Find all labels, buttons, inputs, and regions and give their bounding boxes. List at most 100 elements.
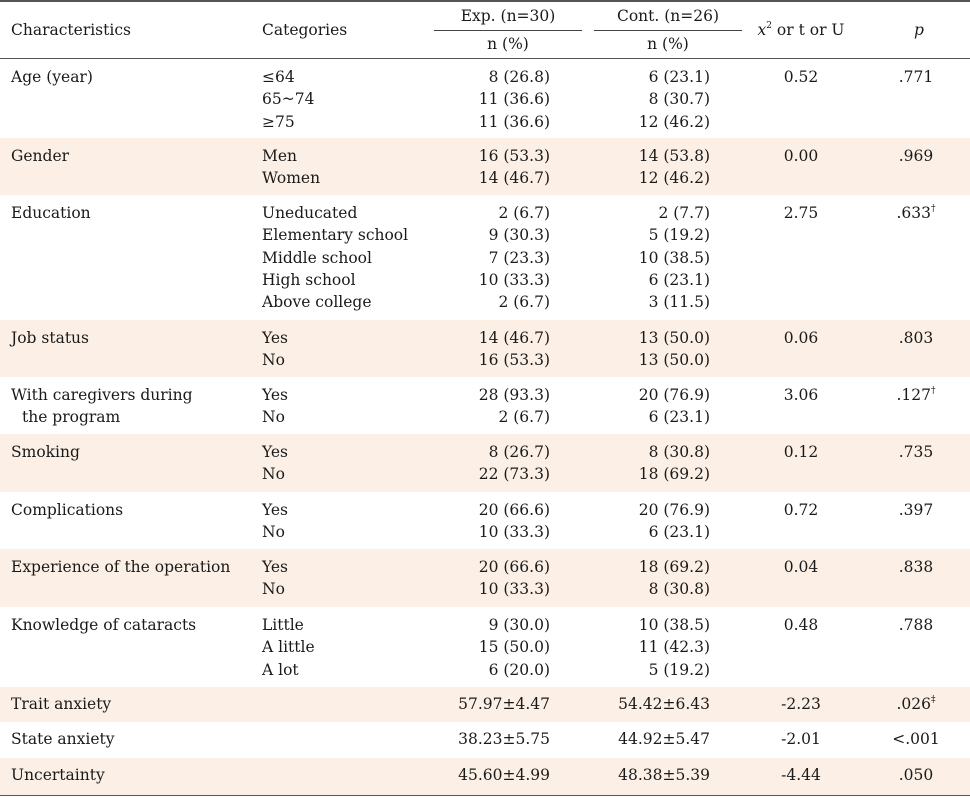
row-label: Experience of the operation — [11, 558, 231, 576]
statistic-cell: 0.52 — [783, 68, 819, 86]
statistic-cell: 0.06 — [783, 329, 819, 347]
category-cell: Elementary school — [262, 226, 409, 245]
cont-value-cell: 11 (42.3) — [638, 638, 710, 657]
exp-value-cell: 8 (26.8) — [488, 68, 550, 86]
p-value: .735 — [898, 443, 934, 461]
category-cell: No — [262, 523, 285, 542]
row-label: Uncertainty — [11, 766, 105, 784]
statistic-cell: -2.01 — [781, 730, 821, 748]
exp-value-cell: 20 (66.6) — [478, 558, 550, 576]
p-value: .633 — [896, 204, 931, 222]
exp-value-cell: 6 (20.0) — [488, 660, 550, 679]
col-header-cont: Cont. (n=26) — [616, 7, 720, 25]
p-value-cell: .735 — [870, 441, 962, 463]
p-value: .397 — [898, 501, 934, 519]
exp-subrule — [434, 30, 582, 31]
p-value-cell: .397 — [870, 499, 962, 521]
table-row: Age (year) ≤64 65~74 ≥75 8 (26.8) 11 (36.6) 11… — [0, 59, 970, 138]
category-cell: No — [262, 408, 285, 427]
table-row: State anxiety 38.23±5.75 44.92±5.47 -2.01 <.… — [0, 722, 970, 758]
exp-value-cell: 8 (26.7) — [488, 443, 550, 461]
cont-value-cell: 13 (50.0) — [638, 351, 710, 370]
p-value-cell: .969 — [870, 145, 962, 167]
category-cell: Uneducated — [262, 204, 358, 222]
cont-value-cell: 20 (76.9) — [638, 501, 710, 519]
p-value: .969 — [898, 147, 934, 165]
category-cell: 65~74 — [262, 90, 315, 109]
exp-value-cell: 11 (36.6) — [478, 90, 550, 109]
table-row: Job status Yes No 14 (46.7) 16 (53.3) 13 (50.… — [0, 320, 970, 377]
row-label: Complications — [11, 501, 124, 519]
exp-value-cell: 10 (33.3) — [478, 523, 550, 542]
p-value: .127 — [896, 386, 931, 404]
p-value-cell: .838 — [870, 556, 962, 578]
category-cell: Yes — [262, 443, 289, 461]
cont-value-cell: 48.38±5.39 — [618, 766, 710, 784]
category-cell: No — [262, 465, 285, 484]
category-cell: No — [262, 351, 285, 370]
exp-value-cell: 15 (50.0) — [478, 638, 550, 657]
row-label: Job status — [11, 329, 89, 347]
exp-value-cell: 20 (66.6) — [478, 501, 550, 519]
category-cell: ≥75 — [262, 112, 295, 131]
cont-value-cell: 8 (30.8) — [648, 443, 710, 461]
category-cell: Women — [262, 169, 321, 188]
cont-value-cell: 6 (23.1) — [648, 523, 710, 542]
cont-value-cell: 3 (11.5) — [648, 293, 710, 312]
p-value-cell: .803 — [870, 327, 962, 349]
exp-value-cell: 9 (30.0) — [488, 616, 550, 634]
cont-value-cell: 2 (7.7) — [658, 204, 710, 222]
cont-value-cell: 6 (23.1) — [648, 68, 710, 86]
table-row: Trait anxiety 57.97±4.47 54.42±6.43 -2.23 .0… — [0, 687, 970, 722]
cont-value-cell: 14 (53.8) — [638, 147, 710, 165]
footnote-mark: † — [931, 385, 936, 396]
exp-value-cell: 7 (23.3) — [488, 248, 550, 267]
row-label: Trait anxiety — [11, 695, 112, 713]
row-label: Knowledge of cataracts — [11, 616, 197, 634]
exp-value-cell: 9 (30.3) — [488, 226, 550, 245]
row-label-continued: the program — [22, 408, 121, 427]
statistic-cell: -2.23 — [781, 695, 821, 713]
table-row: Education Uneducated Elementary school Midd… — [0, 195, 970, 320]
p-value-cell: .788 — [870, 614, 962, 636]
cont-value-cell: 10 (38.5) — [638, 616, 710, 634]
p-value: .026 — [896, 695, 931, 713]
cont-value-cell: 8 (30.8) — [648, 580, 710, 599]
table-row: Smoking Yes No 8 (26.7) 22 (73.3) 8 (30.8) 18 … — [0, 434, 970, 492]
category-cell: Men — [262, 147, 298, 165]
exp-value-cell: 11 (36.6) — [478, 112, 550, 131]
header-row: Characteristics Categories Exp. (n=30) n… — [0, 2, 970, 58]
footnote-mark: ‡ — [931, 694, 936, 705]
p-value-cell: <.001 — [870, 728, 962, 750]
category-cell: Yes — [262, 386, 289, 404]
cont-value-cell: 20 (76.9) — [638, 386, 710, 404]
exp-value-cell: 38.23±5.75 — [458, 730, 550, 748]
cont-value-cell: 10 (38.5) — [638, 248, 710, 267]
col-header-exp-unit: n (%) — [487, 35, 529, 53]
header-rule — [0, 58, 970, 59]
p-value: .838 — [898, 558, 934, 576]
col-header-categories: Categories — [262, 21, 348, 39]
category-cell: Yes — [262, 558, 289, 576]
cont-value-cell: 54.42±6.43 — [618, 695, 710, 713]
p-value-cell: .127† — [870, 384, 962, 406]
statistic-cell: 0.04 — [783, 558, 819, 576]
category-cell: Above college — [262, 293, 372, 312]
exp-value-cell: 14 (46.7) — [478, 169, 550, 188]
cont-value-cell: 5 (19.2) — [648, 226, 710, 245]
exp-value-cell: 45.60±4.99 — [458, 766, 550, 784]
cont-value-cell: 12 (46.2) — [638, 169, 710, 188]
statistic-cell: 0.72 — [783, 501, 819, 519]
row-label: Gender — [11, 147, 70, 165]
table-row: Experience of the operation Yes No 20 (66.6… — [0, 549, 970, 607]
cont-value-cell: 18 (69.2) — [638, 465, 710, 484]
category-cell: High school — [262, 270, 356, 289]
top-rule — [0, 0, 970, 2]
cont-value-cell: 6 (23.1) — [648, 408, 710, 427]
exp-value-cell: 28 (93.3) — [478, 386, 550, 404]
p-value-cell: .050 — [870, 764, 962, 786]
p-value-cell: .771 — [870, 66, 962, 88]
p-value: .803 — [898, 329, 934, 347]
exp-value-cell: 2 (6.7) — [498, 293, 550, 312]
